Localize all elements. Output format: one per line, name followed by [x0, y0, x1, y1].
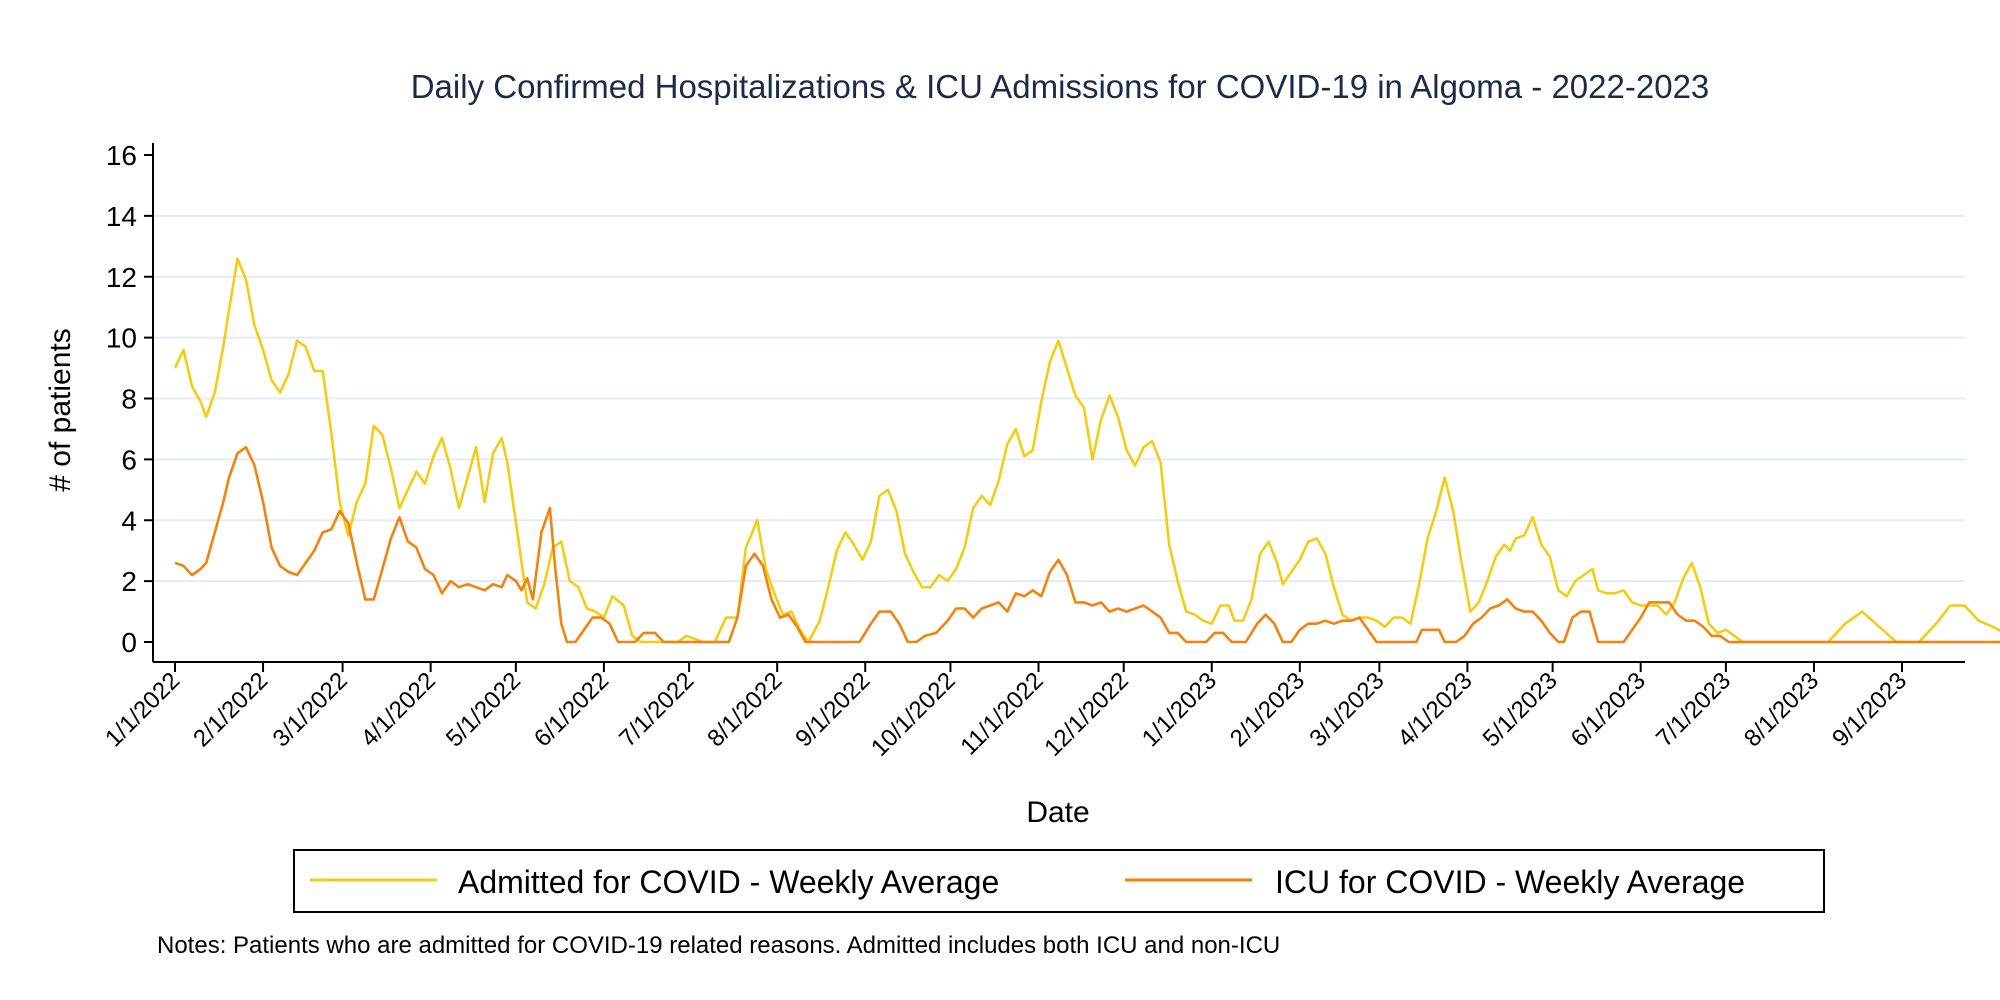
x-tick-label: 2/1/2023	[1225, 667, 1310, 752]
y-tick-label: 6	[121, 444, 137, 475]
series-line-icu	[174, 445, 2000, 644]
x-tick-label: 3/1/2023	[1304, 667, 1389, 752]
x-tick-label: 4/1/2022	[356, 667, 441, 752]
x-tick-label: 10/1/2022	[866, 667, 961, 762]
legend: Admitted for COVID - Weekly Average ICU …	[293, 849, 1825, 913]
x-tick-label: 11/1/2022	[955, 667, 1048, 760]
y-tick-label: 4	[121, 505, 137, 536]
x-tick-label: 2/1/2022	[188, 667, 273, 752]
x-tick-label: 6/1/2022	[529, 667, 614, 752]
y-tick-label: 8	[121, 384, 137, 415]
x-tick-label: 1/1/2023	[1137, 667, 1222, 752]
y-tick-label: 0	[121, 627, 137, 658]
x-axis-title: Date	[1026, 796, 1089, 829]
x-tick-label: 4/1/2023	[1393, 667, 1478, 752]
x-tick-label: 3/1/2022	[268, 667, 353, 752]
y-tick-label: 16	[106, 140, 137, 171]
series-lines	[173, 257, 2000, 644]
y-tick-label: 2	[121, 566, 137, 597]
x-tick-label: 8/1/2022	[702, 667, 787, 752]
y-tick-label: 14	[106, 201, 137, 232]
y-tick-label: 10	[106, 323, 137, 354]
x-tick-label: 5/1/2022	[441, 667, 526, 752]
legend-box	[293, 849, 1825, 913]
x-tick-label: 9/1/2023	[1827, 667, 1912, 752]
series-line-admitted	[173, 257, 2000, 644]
legend-label-icu: ICU for COVID - Weekly Average	[1275, 864, 1745, 900]
y-axis-title: # of patients	[44, 328, 77, 491]
gridlines	[153, 214, 1965, 583]
chart-title: Daily Confirmed Hospitalizations & ICU A…	[411, 68, 1710, 105]
chart-note: Notes: Patients who are admitted for COV…	[157, 932, 1280, 959]
x-tick-label: 1/1/2022	[100, 667, 185, 752]
x-tick-label: 9/1/2022	[790, 667, 875, 752]
legend-label-admitted: Admitted for COVID - Weekly Average	[458, 864, 999, 900]
y-tick-label: 12	[106, 262, 137, 293]
x-tick-label: 6/1/2023	[1566, 667, 1651, 752]
x-tick-label: 12/1/2022	[1039, 667, 1134, 762]
x-tick-label: 8/1/2023	[1739, 667, 1824, 752]
x-tick-label: 7/1/2023	[1651, 667, 1736, 752]
x-tick-label: 7/1/2022	[614, 667, 699, 752]
x-tick-label: 5/1/2023	[1478, 667, 1563, 752]
